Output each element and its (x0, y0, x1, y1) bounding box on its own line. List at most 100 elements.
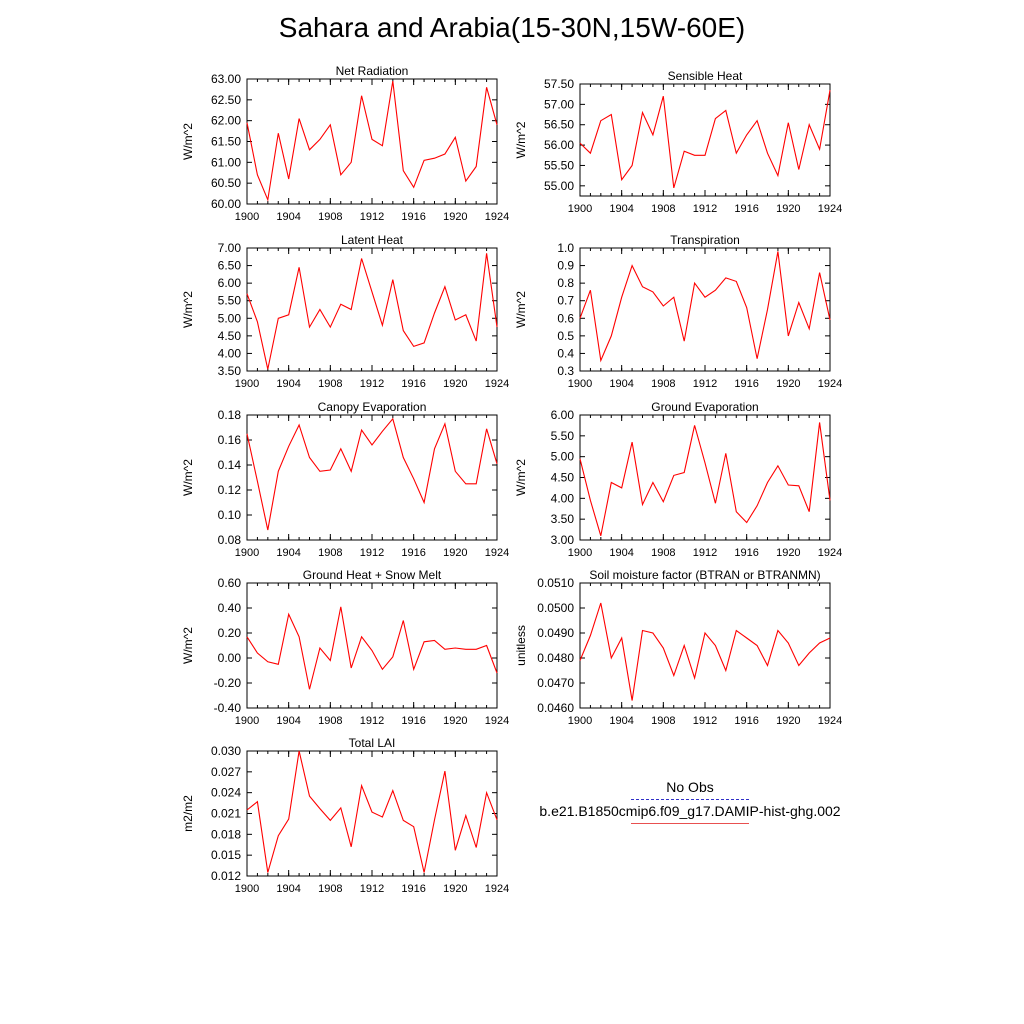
x-tick-label: 1904 (276, 378, 300, 390)
x-tick-label: 1920 (443, 883, 467, 895)
x-tick-label: 1908 (651, 203, 675, 215)
x-tick-label: 1908 (651, 715, 675, 727)
y-axis-label: m2/m2 (181, 795, 195, 832)
y-tick-label: 0.8 (557, 276, 574, 290)
panel-frame (246, 414, 498, 541)
y-tick-label: 0.0460 (537, 701, 574, 715)
x-tick-label: 1904 (609, 547, 633, 559)
y-tick-label: 0.0480 (537, 651, 574, 665)
y-tick-label: 57.00 (544, 97, 574, 111)
y-tick-label: 4.50 (551, 471, 575, 485)
y-tick-label: 0.4 (557, 346, 574, 360)
legend-model-line (631, 823, 749, 824)
y-tick-label: 62.00 (211, 114, 241, 128)
y-tick-label: 55.50 (544, 158, 574, 172)
y-tick-label: 0.012 (211, 869, 241, 883)
x-tick-label: 1900 (568, 547, 592, 559)
y-tick-label: 5.50 (218, 294, 242, 308)
x-tick-label: 1924 (485, 378, 509, 390)
panel-frame (246, 78, 498, 205)
panel-5: Canopy Evaporation W/m^2 0.08 0.10 0.12 0.14 0… (181, 400, 509, 559)
y-tick-label: 0.030 (211, 744, 241, 758)
x-tick-label: 1904 (609, 203, 633, 215)
panel-9: Total LAI m2/m2 0.012 0.015 0.018 0.021 0.024 0… (181, 736, 509, 895)
y-tick-label: 0.0470 (537, 676, 574, 690)
legend-obs-line (631, 799, 749, 800)
x-tick-label: 1912 (693, 203, 717, 215)
y-axis-label: unitless (514, 625, 528, 666)
y-tick-label: 61.50 (211, 135, 241, 149)
x-tick-label: 1912 (360, 547, 384, 559)
y-tick-label: 0.20 (218, 626, 242, 640)
y-tick-label: 6.00 (218, 276, 242, 290)
x-tick-label: 1908 (318, 715, 342, 727)
x-tick-label: 1924 (818, 203, 842, 215)
y-tick-label: 6.00 (551, 408, 575, 422)
y-tick-label: 60.00 (211, 197, 241, 211)
x-tick-label: 1916 (401, 378, 425, 390)
y-tick-label: 56.00 (544, 138, 574, 152)
y-tick-label: 0.0490 (537, 626, 574, 640)
y-tick-label: 56.50 (544, 118, 574, 132)
figure-title: Sahara and Arabia(15-30N,15W-60E) (278, 12, 746, 43)
y-tick-label: 4.50 (218, 329, 242, 343)
y-tick-label: 0.018 (211, 827, 241, 841)
y-tick-label: 0.60 (218, 576, 242, 590)
x-tick-label: 1924 (485, 211, 509, 223)
y-tick-label: 57.50 (544, 77, 574, 91)
y-tick-label: 4.00 (218, 346, 242, 360)
x-tick-label: 1924 (485, 883, 509, 895)
y-tick-label: 0.0510 (537, 576, 574, 590)
series-line (579, 602, 831, 701)
y-axis-label: W/m^2 (514, 121, 528, 158)
y-tick-label: 61.00 (211, 155, 241, 169)
x-tick-label: 1900 (235, 883, 259, 895)
y-tick-label: 5.00 (218, 311, 242, 325)
x-tick-label: 1916 (401, 715, 425, 727)
x-tick-label: 1916 (734, 203, 758, 215)
x-tick-label: 1900 (235, 211, 259, 223)
y-tick-label: 0.12 (218, 483, 242, 497)
panel-title: Latent Heat (341, 233, 404, 247)
panel-title: Net Radiation (336, 64, 409, 78)
x-tick-label: 1912 (360, 715, 384, 727)
x-tick-label: 1916 (734, 547, 758, 559)
y-tick-label: 0.3 (557, 364, 574, 378)
panel-3: Latent Heat W/m^2 3.50 4.00 4.50 5.00 5.50 6.00… (181, 233, 509, 390)
panel-title: Total LAI (349, 736, 396, 750)
x-tick-label: 1900 (568, 715, 592, 727)
y-tick-label: 3.50 (551, 512, 575, 526)
x-tick-label: 1904 (276, 715, 300, 727)
y-tick-label: 0.16 (218, 433, 242, 447)
panel-title: Soil moisture factor (BTRAN or BTRANMN) (589, 568, 820, 582)
y-tick-label: 63.00 (211, 72, 241, 86)
y-tick-label: 0.10 (218, 508, 242, 522)
x-tick-label: 1924 (818, 715, 842, 727)
series-line (579, 422, 831, 536)
x-tick-label: 1916 (401, 547, 425, 559)
x-tick-label: 1908 (318, 378, 342, 390)
y-tick-label: 0.18 (218, 408, 242, 422)
x-tick-label: 1900 (235, 547, 259, 559)
x-tick-label: 1904 (276, 883, 300, 895)
panel-frame (246, 247, 498, 372)
panel-1: Net Radiation W/m^2 60.00 60.50 61.00 61.50 62… (181, 64, 509, 223)
y-tick-label: -0.40 (214, 701, 242, 715)
legend-model-label: b.e21.B1850cmip6.f09_g17.DAMIP-hist-ghg.… (539, 803, 841, 819)
x-tick-label: 1908 (651, 547, 675, 559)
y-tick-label: 0.7 (557, 294, 574, 308)
panel-title: Ground Evaporation (651, 400, 758, 414)
panel-frame (579, 414, 831, 541)
y-tick-label: 6.50 (218, 259, 242, 273)
x-tick-label: 1900 (235, 378, 259, 390)
x-tick-label: 1908 (318, 883, 342, 895)
legend: No Obs b.e21.B1850cmip6.f09_g17.DAMIP-hi… (535, 778, 845, 826)
x-tick-label: 1912 (693, 378, 717, 390)
y-axis-label: W/m^2 (181, 627, 195, 664)
y-tick-label: 5.00 (551, 450, 575, 464)
panel-4: Transpiration W/m^2 0.3 0.4 0.5 0.6 0.7 0.8 0.9 1… (514, 233, 842, 390)
y-axis-label: W/m^2 (514, 291, 528, 328)
series-line (246, 417, 498, 531)
y-axis-label: W/m^2 (181, 291, 195, 328)
series-line (579, 90, 831, 189)
